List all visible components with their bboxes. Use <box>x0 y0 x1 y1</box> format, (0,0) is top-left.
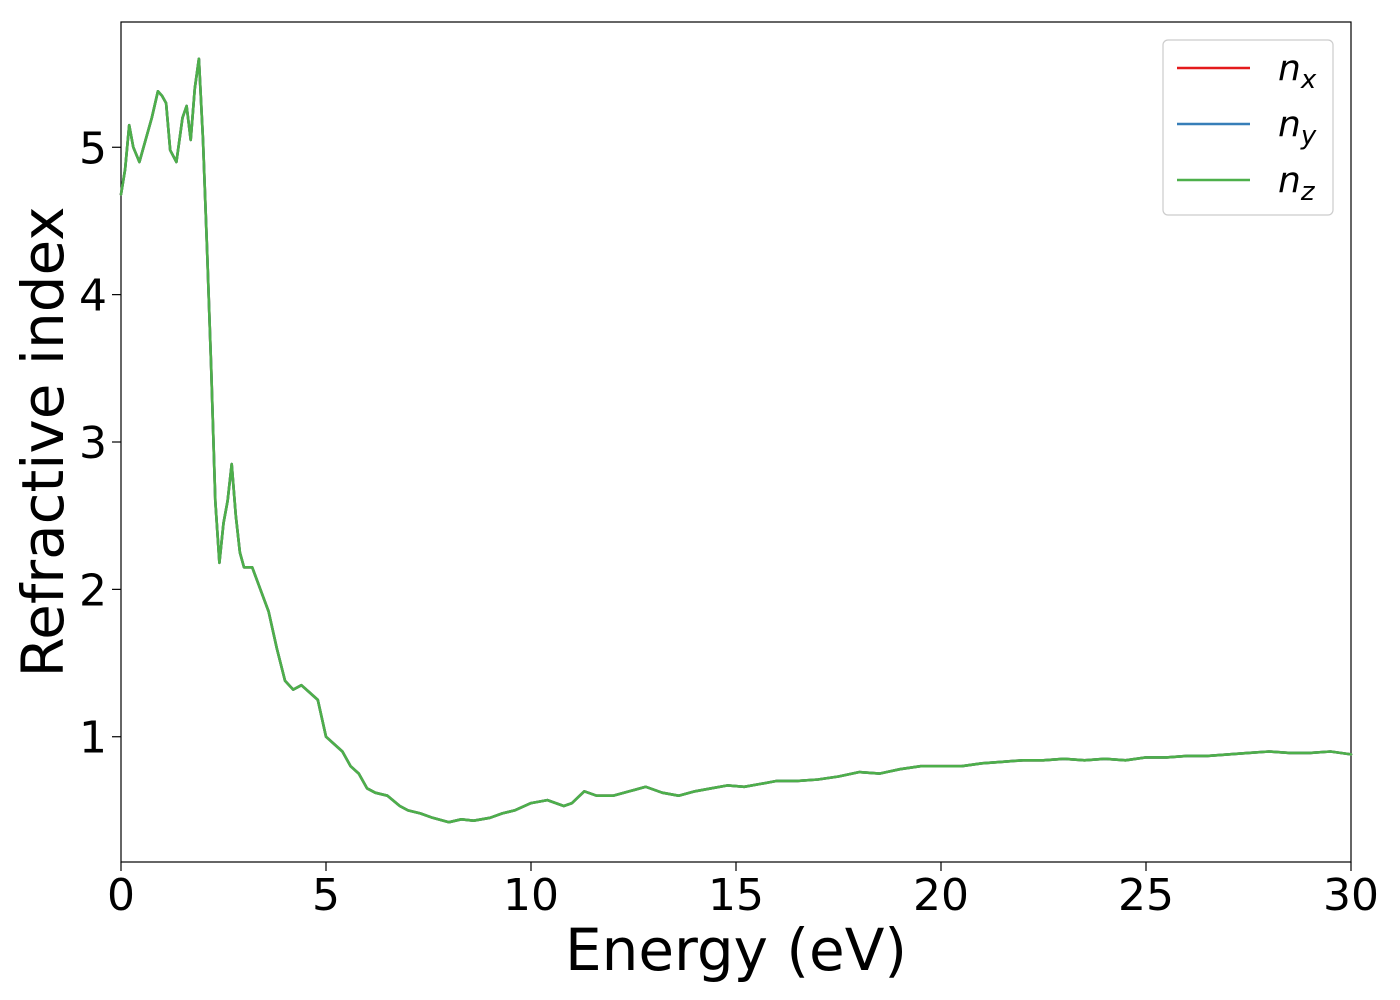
y-axis: 1 2 3 4 5 <box>79 123 121 764</box>
x-tick-label: 0 <box>107 870 135 921</box>
y-tick-label: 2 <box>79 565 107 616</box>
series-layer <box>119 57 1353 824</box>
legend-label-n-z: nz <box>1278 160 1316 207</box>
x-axis-label: Energy (eV) <box>565 916 907 984</box>
y-tick-label: 5 <box>79 123 107 174</box>
x-tick-label: 30 <box>1323 870 1379 921</box>
legend-label-n-x: nx <box>1278 48 1317 95</box>
y-axis-label: Refractive index <box>9 206 77 677</box>
plot-area <box>120 21 1352 863</box>
legend-label-n-y: ny <box>1278 104 1317 151</box>
x-tick-label: 25 <box>1118 870 1174 921</box>
x-tick-label: 5 <box>312 870 340 921</box>
series-line-n-z <box>119 57 1353 824</box>
x-axis: 0 5 10 15 20 25 30 <box>107 862 1379 921</box>
y-tick-label: 3 <box>79 418 107 469</box>
x-tick-label: 15 <box>708 870 764 921</box>
y-tick-label: 4 <box>79 271 107 322</box>
legend: nx ny nz <box>1162 39 1334 216</box>
legend-box <box>1162 39 1334 216</box>
x-tick-label: 20 <box>913 870 969 921</box>
y-tick-label: 1 <box>79 713 107 764</box>
x-tick-label: 10 <box>503 870 559 921</box>
